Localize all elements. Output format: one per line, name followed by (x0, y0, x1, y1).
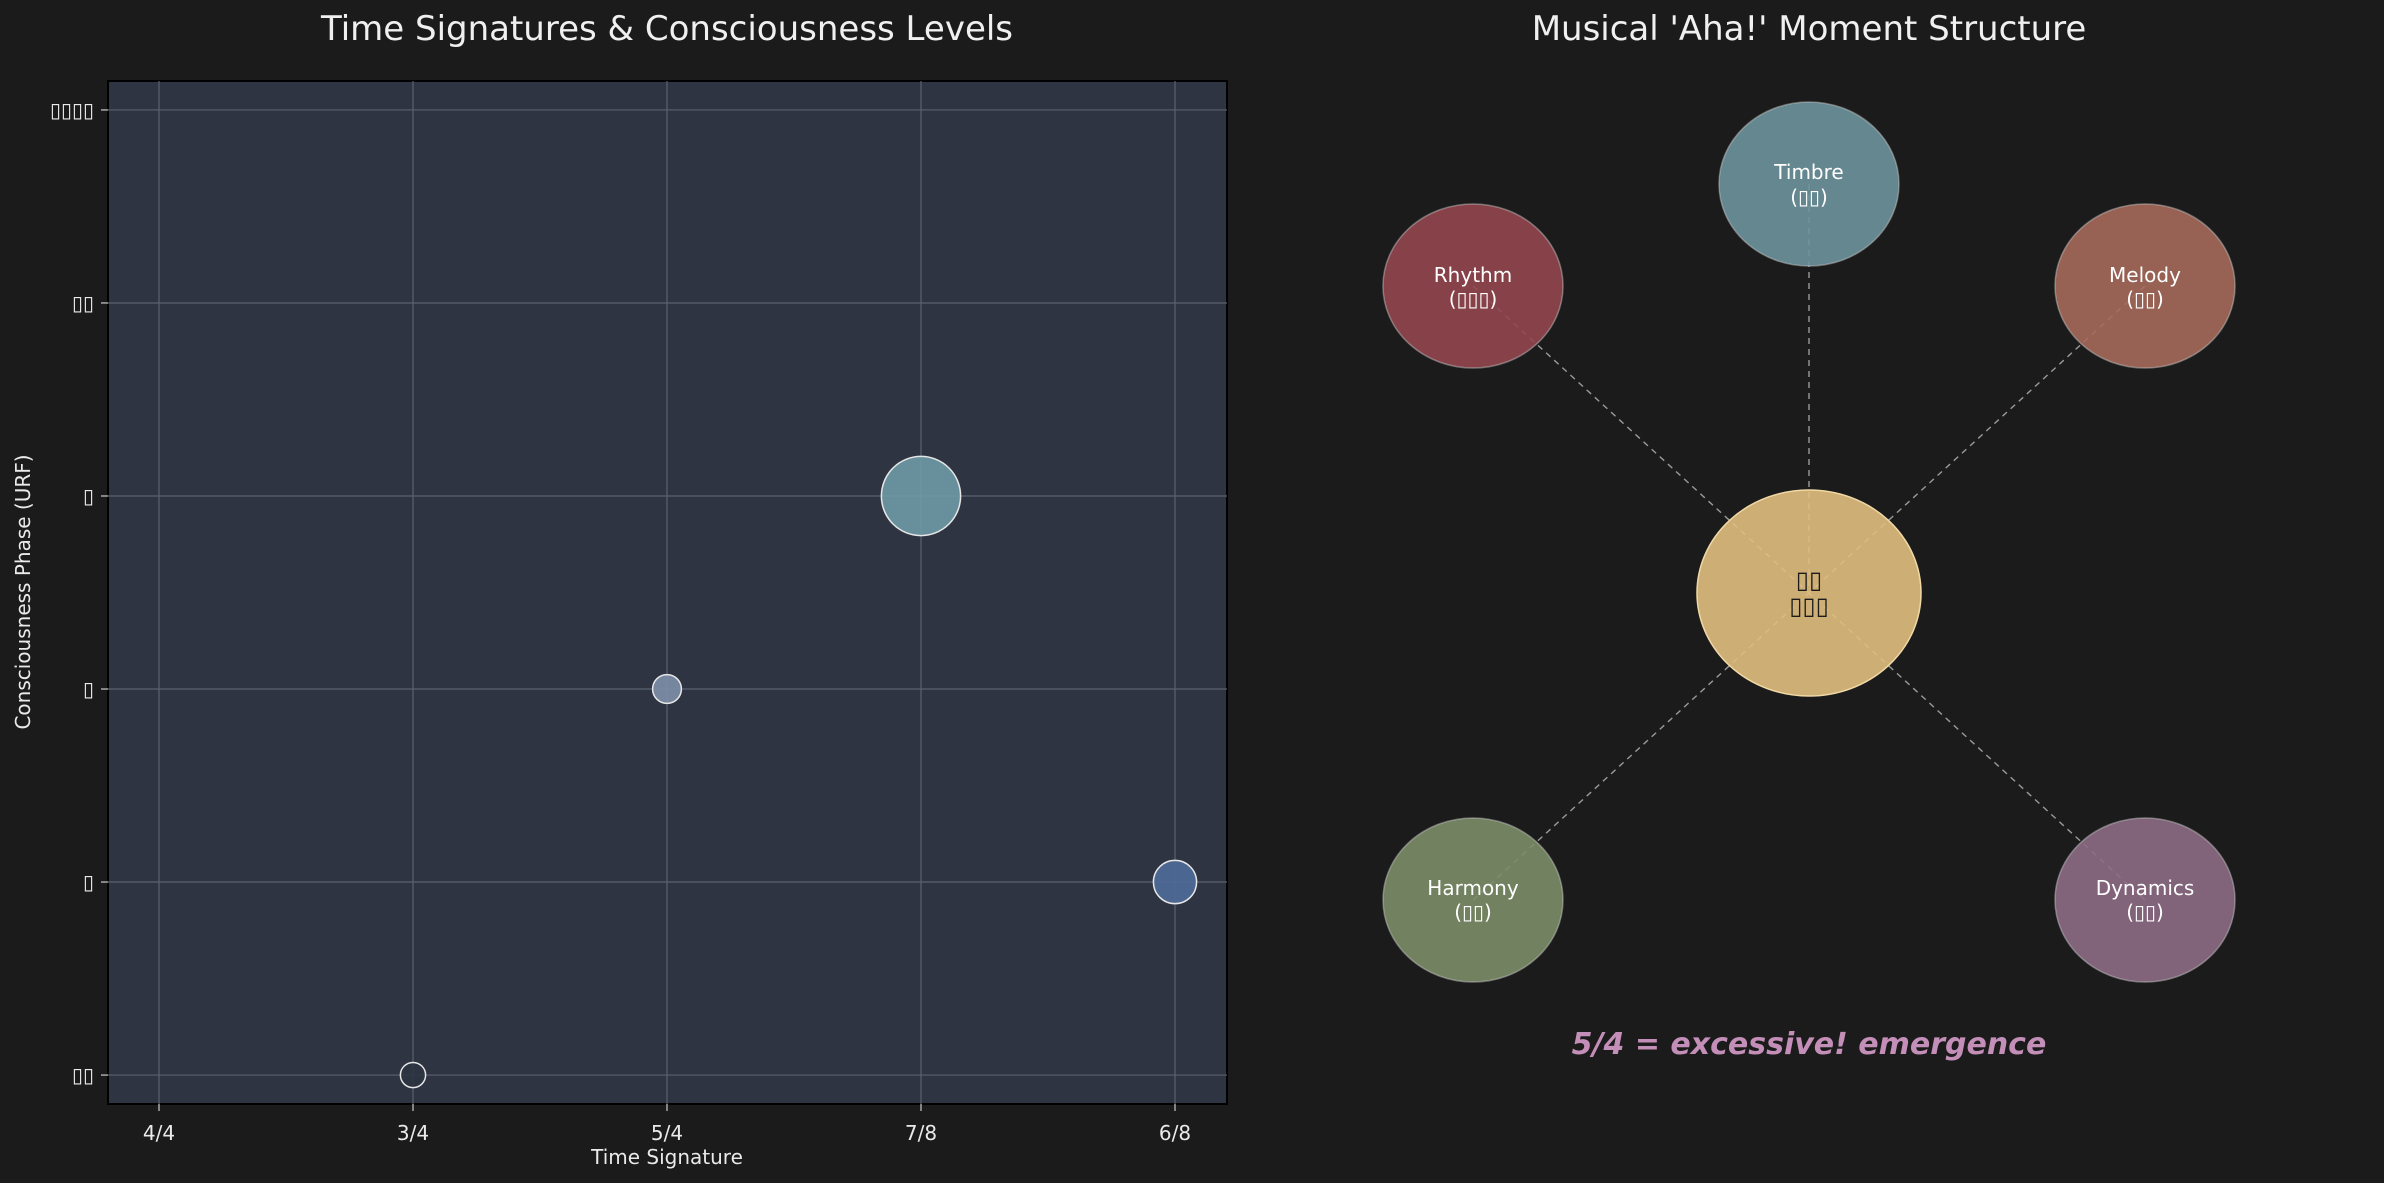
node-dynamics-sub: (▯▯) (2126, 900, 2164, 924)
scatter-chart: Time Signatures & Consciousness Levels 4… (11, 9, 1228, 1169)
y-tick-label: ▯▯ (72, 1063, 94, 1087)
grid-lines (101, 81, 1227, 1111)
y-tick-label: ▯ (83, 870, 94, 894)
node-dynamics-ellipse (2054, 817, 2236, 983)
center-node-line1: ▯▯ (1796, 566, 1822, 594)
x-tick-label: 6/8 (1159, 1121, 1191, 1145)
center-node: ▯▯ ▯▯▯ (1696, 489, 1922, 697)
node-harmony-sub: (▯▯) (1454, 900, 1492, 924)
node-timbre-sub: (▯▯) (1790, 185, 1828, 209)
node-melody-sub: (▯▯) (2126, 287, 2164, 311)
center-node-line2: ▯▯▯ (1789, 592, 1829, 620)
center-node-ellipse (1696, 489, 1922, 697)
node-harmony: Harmony (▯▯) (1382, 817, 1564, 983)
node-timbre: Timbre (▯▯) (1718, 101, 1900, 267)
diagram-title: Musical 'Aha!' Moment Structure (1532, 9, 2087, 49)
scatter-point (651, 673, 683, 705)
node-melody: Melody (▯▯) (2054, 203, 2236, 369)
node-melody-ellipse (2054, 203, 2236, 369)
node-timbre-ellipse (1718, 101, 1900, 267)
y-tick-label: ▯ (83, 677, 94, 701)
diagram-annotation: 5/4 = excessive! emergence (1572, 1027, 2047, 1062)
node-rhythm-sub: (▯▯▯) (1449, 287, 1498, 311)
node-timbre-name: Timbre (1773, 160, 1843, 184)
node-harmony-ellipse (1382, 817, 1564, 983)
scatter-chart-title: Time Signatures & Consciousness Levels (320, 9, 1013, 49)
scatter-point (880, 455, 962, 537)
scatter-point (399, 1061, 427, 1089)
x-tick-label: 5/4 (651, 1121, 683, 1145)
y-tick-label: ▯▯▯▯ (50, 98, 94, 122)
node-melody-name: Melody (2109, 263, 2181, 287)
y-axis-label: Consciousness Phase (URF) (11, 454, 35, 729)
x-tick-label: 4/4 (143, 1121, 175, 1145)
scatter-points (399, 455, 1198, 1089)
y-tick-labels: ▯▯▯▯▯▯▯▯▯▯▯ (50, 98, 94, 1087)
x-tick-labels: 4/4 3/4 5/4 7/8 6/8 (143, 1121, 1191, 1145)
node-rhythm-name: Rhythm (1434, 263, 1512, 287)
node-rhythm-ellipse (1382, 203, 1564, 369)
x-tick-label: 7/8 (905, 1121, 937, 1145)
y-tick-label: ▯▯ (72, 291, 94, 315)
node-rhythm: Rhythm (▯▯▯) (1382, 203, 1564, 369)
y-tick-label: ▯ (83, 484, 94, 508)
node-dynamics-name: Dynamics (2096, 876, 2195, 900)
x-tick-label: 3/4 (397, 1121, 429, 1145)
x-axis-label: Time Signature (590, 1145, 743, 1169)
aha-diagram: Musical 'Aha!' Moment Structure ▯▯ ▯▯▯ R… (1382, 9, 2236, 1062)
scatter-point (1152, 859, 1198, 905)
node-harmony-name: Harmony (1427, 876, 1519, 900)
node-dynamics: Dynamics (▯▯) (2054, 817, 2236, 983)
